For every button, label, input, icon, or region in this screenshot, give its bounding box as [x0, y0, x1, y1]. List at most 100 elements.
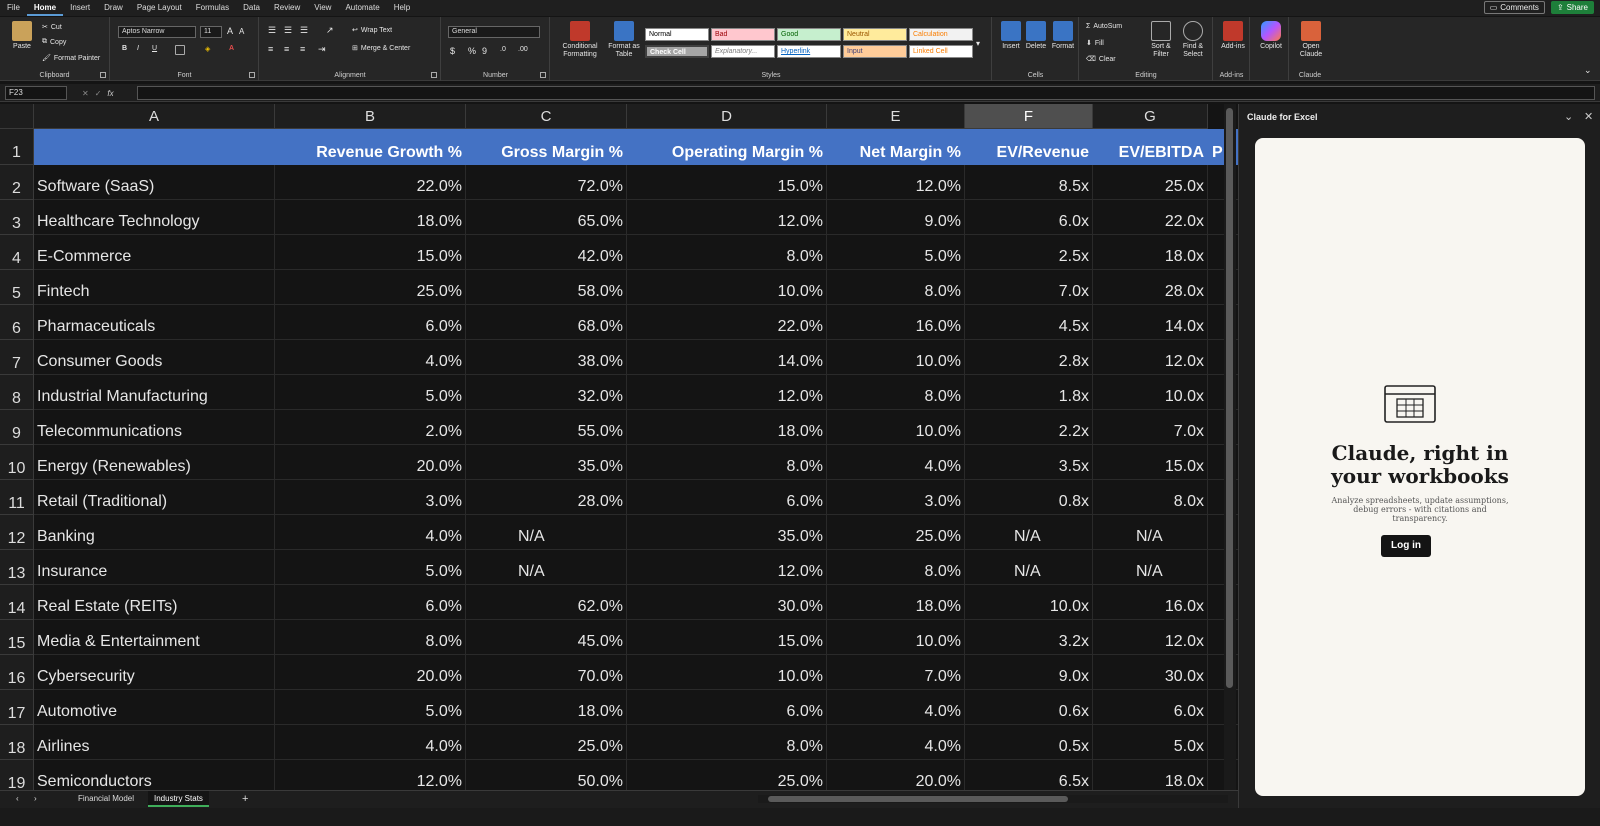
header-cell[interactable]: Net Margin % [827, 129, 965, 165]
industry-name-cell[interactable]: Fintech [34, 270, 275, 305]
middle-align-button[interactable]: ☰ [284, 25, 292, 36]
underline-button[interactable]: U [152, 45, 158, 52]
style-explanatory[interactable]: Explanatory... [711, 45, 775, 58]
align-left-button[interactable]: ≡ [268, 44, 273, 54]
row-header-4[interactable]: 4 [0, 235, 34, 270]
industry-name-cell[interactable]: Real Estate (REITs) [34, 585, 275, 620]
data-cell[interactable]: N/A [1093, 550, 1208, 585]
function-icon[interactable]: fx [107, 88, 114, 98]
currency-button[interactable]: $ [450, 46, 455, 56]
data-cell[interactable]: 18.0% [466, 690, 627, 725]
menu-automate[interactable]: Automate [345, 3, 380, 12]
data-cell[interactable]: 1.8x [965, 375, 1093, 410]
data-cell[interactable]: 4.0% [827, 725, 965, 760]
data-cell[interactable]: 25.0% [275, 270, 466, 305]
menu-page-layout[interactable]: Page Layout [136, 3, 182, 12]
style-check-cell[interactable]: Check Cell [645, 45, 709, 58]
data-cell[interactable]: 3.5x [965, 445, 1093, 480]
confirm-icon[interactable]: ✓ [94, 88, 102, 98]
style-calculation[interactable]: Calculation [909, 28, 973, 41]
industry-name-cell[interactable]: Retail (Traditional) [34, 480, 275, 515]
data-cell[interactable] [1208, 585, 1238, 620]
data-cell[interactable]: 7.0x [1093, 410, 1208, 445]
row-header-9[interactable]: 9 [0, 410, 34, 445]
header-cell[interactable]: EV/Revenue [965, 129, 1093, 165]
industry-name-cell[interactable]: Banking [34, 515, 275, 550]
data-cell[interactable]: 12.0% [627, 375, 827, 410]
data-cell[interactable]: 0.8x [965, 480, 1093, 515]
number-format-combo[interactable]: General [448, 26, 540, 38]
data-cell[interactable]: 4.5x [965, 305, 1093, 340]
font-color-button[interactable]: A [229, 45, 234, 52]
style-linked-cell[interactable]: Linked Cell [909, 45, 973, 58]
data-cell[interactable]: 12.0% [827, 165, 965, 200]
data-cell[interactable]: 6.0% [275, 585, 466, 620]
data-cell[interactable]: 22.0x [1093, 200, 1208, 235]
data-cell[interactable]: 12.0x [1093, 340, 1208, 375]
data-cell[interactable]: 4.0% [827, 445, 965, 480]
industry-name-cell[interactable]: Media & Entertainment [34, 620, 275, 655]
industry-name-cell[interactable]: E-Commerce [34, 235, 275, 270]
industry-name-cell[interactable]: Telecommunications [34, 410, 275, 445]
data-cell[interactable]: 20.0% [275, 445, 466, 480]
data-cell[interactable]: 8.0% [627, 235, 827, 270]
login-button[interactable]: Log in [1381, 535, 1431, 557]
menu-draw[interactable]: Draw [104, 3, 123, 12]
top-align-button[interactable]: ☰ [268, 25, 276, 36]
data-cell[interactable]: 4.0% [275, 725, 466, 760]
format-as-table-button[interactable]: Format as Table [605, 21, 643, 59]
prev-sheet-arrow[interactable]: ‹ [10, 791, 25, 807]
fill-color-button[interactable]: ◈ [205, 45, 210, 53]
column-header-c[interactable]: C [466, 104, 627, 129]
font-name-combo[interactable]: Aptos Narrow [118, 26, 196, 38]
data-cell[interactable] [1208, 550, 1238, 585]
data-cell[interactable]: N/A [466, 550, 627, 585]
data-cell[interactable]: 20.0% [275, 655, 466, 690]
data-cell[interactable]: 5.0% [275, 550, 466, 585]
row-header-17[interactable]: 17 [0, 690, 34, 725]
open-claude-button[interactable]: Open Claude [1297, 21, 1325, 59]
data-cell[interactable]: 10.0% [827, 340, 965, 375]
data-cell[interactable]: 8.0% [627, 445, 827, 480]
panel-close-button[interactable]: ✕ [1584, 110, 1593, 123]
delete-cells-button[interactable]: Delete [1024, 21, 1048, 51]
data-cell[interactable]: N/A [965, 515, 1093, 550]
data-cell[interactable]: 2.5x [965, 235, 1093, 270]
row-header-5[interactable]: 5 [0, 270, 34, 305]
borders-button[interactable] [175, 45, 185, 55]
data-cell[interactable] [1208, 480, 1238, 515]
data-cell[interactable]: 0.5x [965, 725, 1093, 760]
tab-industry-stats[interactable]: Industry Stats [148, 791, 209, 807]
cancel-icon[interactable]: ✕ [82, 88, 89, 98]
data-cell[interactable]: 2.0% [275, 410, 466, 445]
data-cell[interactable]: 8.0% [827, 270, 965, 305]
horizontal-scrollbar[interactable] [758, 795, 1228, 803]
data-cell[interactable]: 8.0% [627, 725, 827, 760]
data-cell[interactable]: 14.0% [627, 340, 827, 375]
data-cell[interactable]: 9.0% [827, 200, 965, 235]
data-cell[interactable]: 14.0x [1093, 305, 1208, 340]
format-cells-button[interactable]: Format [1050, 21, 1076, 51]
data-cell[interactable]: 22.0% [627, 305, 827, 340]
copilot-button[interactable]: Copilot [1258, 21, 1284, 51]
column-header-d[interactable]: D [627, 104, 827, 129]
row-header-8[interactable]: 8 [0, 375, 34, 410]
data-cell[interactable]: 3.2x [965, 620, 1093, 655]
data-cell[interactable]: 35.0% [627, 515, 827, 550]
data-cell[interactable]: N/A [965, 550, 1093, 585]
style-input[interactable]: Input [843, 45, 907, 58]
add-sheet-button[interactable]: + [236, 791, 254, 807]
data-cell[interactable]: 22.0% [275, 165, 466, 200]
format-painter-button[interactable]: 🖌 Format Painter [42, 54, 101, 63]
data-cell[interactable] [1208, 235, 1238, 270]
header-cell[interactable]: EV/EBITDA [1093, 129, 1208, 165]
data-cell[interactable]: 15.0% [275, 235, 466, 270]
data-cell[interactable]: 25.0x [1093, 165, 1208, 200]
data-cell[interactable] [1208, 690, 1238, 725]
data-cell[interactable]: 6.0% [627, 480, 827, 515]
menu-formulas[interactable]: Formulas [195, 3, 230, 12]
autosum-button[interactable]: Σ AutoSum [1086, 23, 1123, 30]
row-header-16[interactable]: 16 [0, 655, 34, 690]
data-cell[interactable]: 10.0% [627, 270, 827, 305]
data-cell[interactable]: 25.0% [466, 725, 627, 760]
